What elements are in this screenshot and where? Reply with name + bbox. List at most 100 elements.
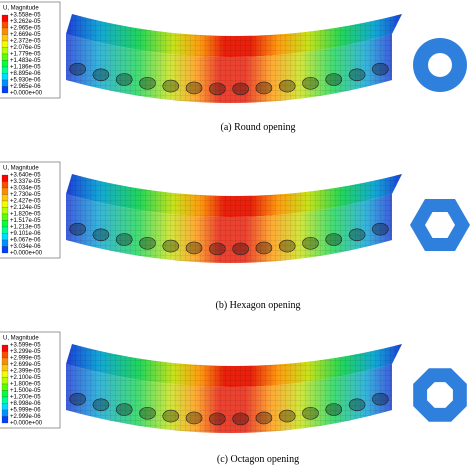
- opening: [139, 406, 156, 420]
- opening: [115, 73, 133, 86]
- legend-swatch: [1, 66, 9, 74]
- legend-box: [0, 1, 61, 99]
- mesh: [66, 344, 402, 387]
- legend-label: +3.599e-05: [10, 343, 41, 349]
- caption: (c) Octagon opening: [217, 454, 299, 465]
- legend-swatch: [1, 383, 9, 391]
- legend-label: +3.034e-06: [10, 244, 41, 250]
- opening: [232, 242, 249, 256]
- legend-swatch: [1, 396, 9, 404]
- opening: [185, 411, 203, 425]
- legend-label: +0.000e+00: [10, 91, 43, 97]
- legend-swatch: [1, 174, 9, 182]
- opening-icon: [413, 38, 467, 92]
- legend-label: +1.779e-05: [10, 52, 41, 58]
- legend-label: +2.999e-06: [10, 414, 41, 420]
- legend-box: [0, 161, 61, 259]
- legend-label: +0.000e+00: [10, 251, 43, 257]
- legend-label: +0.000e+00: [10, 421, 43, 427]
- legend-label: +1.500e-05: [10, 388, 41, 394]
- legend-label: +1.200e-05: [10, 395, 41, 401]
- legend-label: +3.034e-05: [10, 186, 41, 192]
- legend-swatch: [1, 194, 9, 202]
- legend-swatch: [1, 40, 9, 48]
- opening: [348, 68, 366, 82]
- legend-label: +3.558e-05: [10, 13, 41, 19]
- legend-label: +1.483e-05: [10, 58, 41, 64]
- legend-swatch: [1, 377, 9, 385]
- opening: [255, 241, 273, 255]
- opening: [185, 81, 203, 95]
- opening: [348, 228, 366, 242]
- legend: U, Magnitude+3.599e-05+3.299e-05+2.999e-…: [0, 331, 61, 429]
- legend-swatch: [1, 370, 9, 378]
- legend-swatch: [1, 220, 9, 228]
- legend-label: +2.076e-05: [10, 45, 41, 51]
- caption: (a) Round opening: [221, 122, 296, 133]
- legend-swatch: [1, 416, 9, 424]
- legend-swatch: [1, 73, 9, 81]
- opening: [302, 236, 319, 250]
- legend-swatch: [1, 21, 9, 29]
- opening: [278, 239, 296, 253]
- opening: [162, 79, 180, 93]
- mesh: [66, 14, 402, 57]
- legend-label: +3.299e-05: [10, 349, 41, 355]
- opening: [325, 73, 343, 86]
- legend-label: +1.820e-05: [10, 212, 41, 218]
- legend-title: U, Magnitude: [3, 336, 39, 342]
- caption: (b) Hexagon opening: [216, 300, 301, 311]
- opening: [325, 403, 343, 416]
- opening: [185, 241, 203, 255]
- opening: [115, 403, 133, 416]
- mesh: [66, 174, 402, 217]
- opening: [302, 406, 319, 420]
- legend-label: +1.800e-05: [10, 382, 41, 388]
- opening: [92, 68, 110, 82]
- legend-label: +2.427e-05: [10, 199, 41, 205]
- legend-swatch: [1, 344, 9, 352]
- opening: [209, 82, 226, 96]
- opening: [372, 62, 389, 76]
- opening: [69, 392, 86, 406]
- legend-label: +2.699e-05: [10, 362, 41, 368]
- legend-swatch: [1, 207, 9, 215]
- legend-swatch: [1, 246, 9, 254]
- legend-title: U, Magnitude: [3, 166, 39, 172]
- opening: [372, 222, 389, 236]
- mesh: [66, 34, 392, 103]
- legend-label: +2.730e-05: [10, 192, 41, 198]
- legend-label: +9.101e-06: [10, 231, 41, 237]
- panel: U, Magnitude+3.640e-05+3.337e-05+3.034e-…: [0, 161, 470, 311]
- opening: [232, 82, 249, 96]
- opening: [92, 398, 110, 412]
- legend-label: +2.999e-05: [10, 356, 41, 362]
- legend-label: +6.067e-06: [10, 238, 41, 244]
- opening: [302, 76, 319, 90]
- mesh: [66, 194, 392, 263]
- opening-icon: [413, 368, 467, 422]
- legend-swatch: [1, 403, 9, 411]
- legend: U, Magnitude+3.558e-05+3.262e-05+2.965e-…: [0, 1, 61, 99]
- legend-label: +3.262e-05: [10, 19, 41, 25]
- legend-label: +2.669e-05: [10, 32, 41, 38]
- legend-swatch: [1, 53, 9, 61]
- legend-label: +2.965e-06: [10, 84, 41, 90]
- opening: [139, 236, 156, 250]
- opening: [255, 411, 273, 425]
- opening: [162, 409, 180, 423]
- legend-swatch: [1, 351, 9, 359]
- legend-swatch: [1, 200, 9, 208]
- opening: [162, 239, 180, 253]
- legend-label: +5.999e-06: [10, 408, 41, 414]
- opening: [69, 62, 86, 76]
- legend-label: +2.965e-05: [10, 26, 41, 32]
- legend-label: +8.895e-06: [10, 71, 41, 77]
- opening: [209, 412, 226, 426]
- legend-swatch: [1, 187, 9, 195]
- opening: [325, 233, 343, 246]
- legend-label: +3.640e-05: [10, 173, 41, 179]
- opening: [69, 222, 86, 236]
- legend-swatch: [1, 357, 9, 365]
